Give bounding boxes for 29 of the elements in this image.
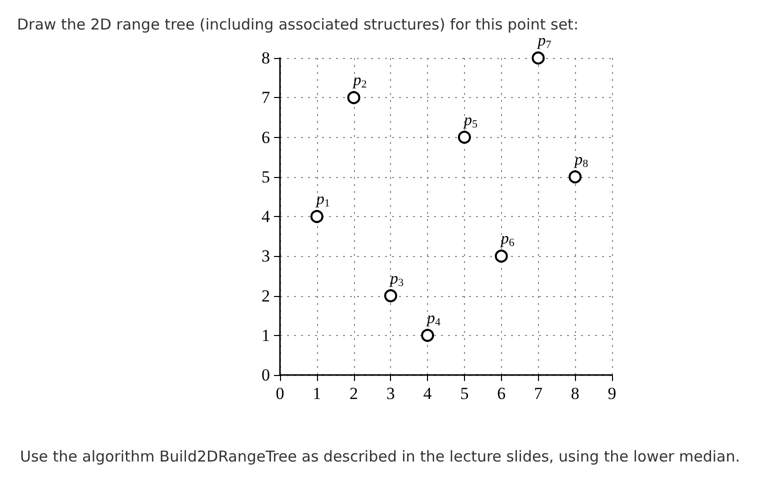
x-tick-label: 8 [570, 384, 580, 403]
x-tick-label: 0 [276, 384, 284, 403]
point [568, 170, 582, 184]
point [347, 91, 360, 104]
y-tick-label: 6 [262, 128, 270, 147]
y-tick-label: 7 [262, 88, 270, 108]
x-tick-label: 7 [534, 384, 543, 403]
y-tick-label: 3 [262, 246, 270, 266]
x-tick-label: 1 [312, 384, 322, 403]
x-tick-label: 4 [423, 384, 432, 403]
point [532, 52, 545, 64]
y-tick-label: 1 [262, 326, 270, 345]
x-tick-label: 6 [497, 384, 506, 403]
point [384, 289, 398, 302]
y-tick-label: 5 [262, 167, 270, 186]
point [458, 130, 471, 144]
chart-title: Draw the 2D range tree (including associated structures) for this point set: [17, 16, 578, 34]
point [421, 328, 434, 342]
point [310, 210, 324, 223]
x-tick-label: 2 [350, 384, 358, 403]
y-tick-label: 8 [262, 48, 270, 68]
y-tick-label: 2 [262, 286, 270, 306]
text: Use the algorithm Build2DRangeTree as described in the lecture slides, using the lower median. [20, 448, 740, 466]
x-tick-label: 5 [460, 384, 469, 403]
y-tick-label: 0 [262, 366, 270, 384]
x-tick-label: 3 [386, 384, 395, 403]
point [494, 250, 508, 263]
x-tick-label: 9 [608, 384, 616, 403]
y-tick-label: 4 [262, 207, 270, 226]
